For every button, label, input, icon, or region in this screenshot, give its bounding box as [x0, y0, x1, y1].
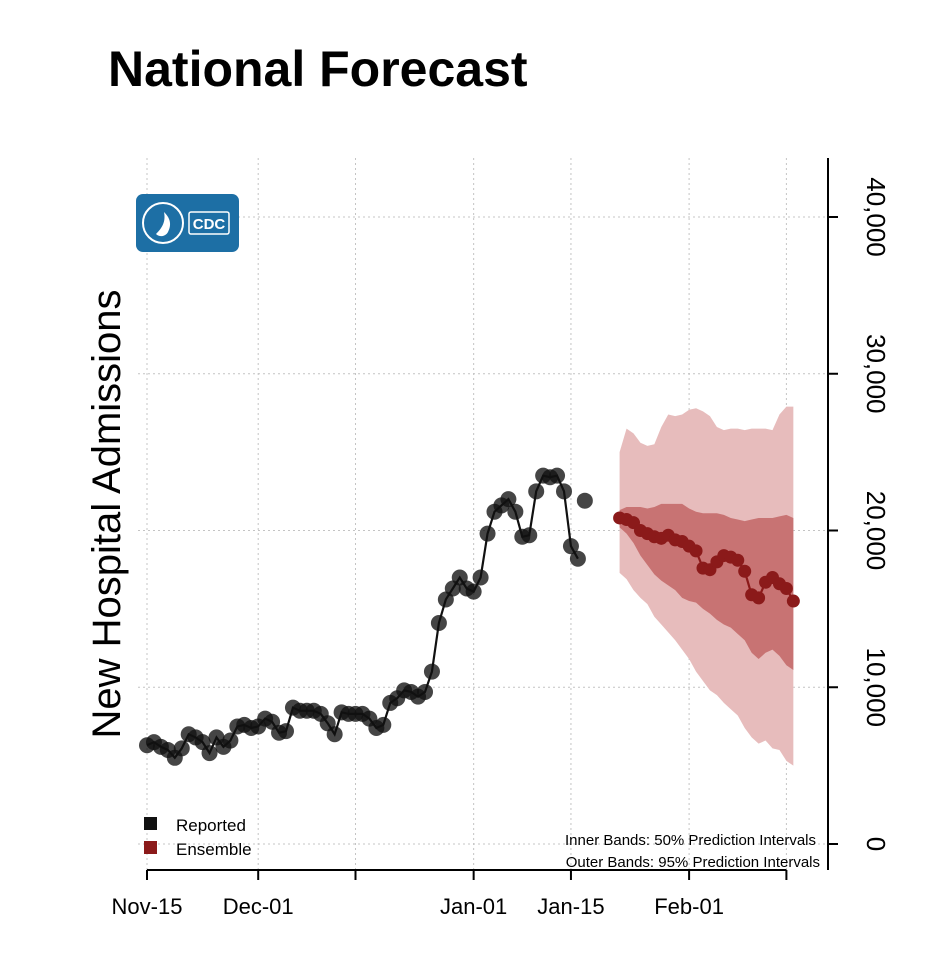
data-point-reported-60: [556, 483, 572, 500]
legend-swatch-ensemble: [144, 841, 157, 854]
note-inner-bands: Inner Bands: 50% Prediction Intervals: [565, 832, 816, 849]
note-outer-bands: Outer Bands: 95% Prediction Intervals: [566, 854, 820, 871]
data-point-ensemble-17: [731, 553, 745, 567]
x-tick-label-3: Jan-15: [537, 894, 604, 919]
y-tick-label-1: 10,000: [861, 647, 891, 727]
x-tick-label-1: Dec-01: [223, 894, 294, 919]
cdc-logo-text: CDC: [193, 216, 226, 233]
cdc-logo: CDC: [136, 194, 239, 252]
data-point-reported-56: [528, 483, 545, 500]
data-point-reported-42: [430, 614, 447, 631]
hhs-seal-icon: [142, 202, 184, 244]
cdc-logo-frame: [188, 211, 230, 235]
data-point-reported-9: [201, 745, 218, 762]
x-tick-label-4: Feb-01: [654, 894, 724, 919]
data-point-ensemble-18: [738, 564, 752, 578]
y-tick-label-4: 40,000: [861, 177, 891, 257]
data-point-ensemble-24: [779, 581, 793, 595]
data-point-reported-41: [423, 663, 440, 680]
data-point-reported-latest-0: [576, 492, 593, 509]
data-point-ensemble-20: [752, 591, 766, 605]
cdc-logo-badge: [136, 194, 239, 252]
eagle-icon: [156, 212, 171, 237]
series-point-layer: [139, 467, 800, 766]
x-tick-label-2: Jan-01: [440, 894, 507, 919]
x-tick-label-0: Nov-15: [112, 894, 183, 919]
data-point-reported-12: [222, 732, 239, 749]
axis-layer: 0 10,000 20,000 30,000 40,000 Nov-15 Dec-01 Jan…: [112, 158, 891, 919]
data-point-reported-49: [479, 525, 496, 542]
data-point-ensemble-11: [689, 544, 703, 558]
chart-title: National Forecast: [108, 41, 528, 97]
y-tick-label-3: 30,000: [861, 334, 891, 414]
prediction-band-50: [619, 503, 794, 671]
prediction-band-50-layer: [619, 503, 794, 671]
data-point-reported-47: [465, 583, 482, 600]
data-point-reported-20: [278, 723, 294, 740]
y-tick-label-0: 0: [861, 837, 891, 851]
legend: Reported Ensemble: [144, 816, 252, 859]
data-point-reported-62: [569, 550, 586, 567]
data-point-reported-40: [417, 683, 433, 700]
data-point-reported-5: [173, 740, 190, 757]
data-point-reported-59: [549, 467, 566, 484]
data-point-reported-34: [375, 716, 392, 733]
legend-label-ensemble: Ensemble: [176, 840, 252, 859]
data-point-ensemble-25: [786, 594, 800, 608]
y-axis-title: New Hospital Admissions: [85, 289, 129, 738]
data-point-reported-52: [500, 491, 517, 508]
data-point-reported-55: [521, 527, 538, 544]
data-point-reported-27: [326, 726, 343, 743]
legend-label-reported: Reported: [176, 816, 246, 835]
legend-swatch-reported: [144, 817, 157, 830]
data-point-reported-53: [507, 503, 524, 520]
y-tick-label-2: 20,000: [861, 491, 891, 571]
data-point-reported-48: [472, 569, 489, 586]
data-point-reported-61: [562, 538, 579, 555]
